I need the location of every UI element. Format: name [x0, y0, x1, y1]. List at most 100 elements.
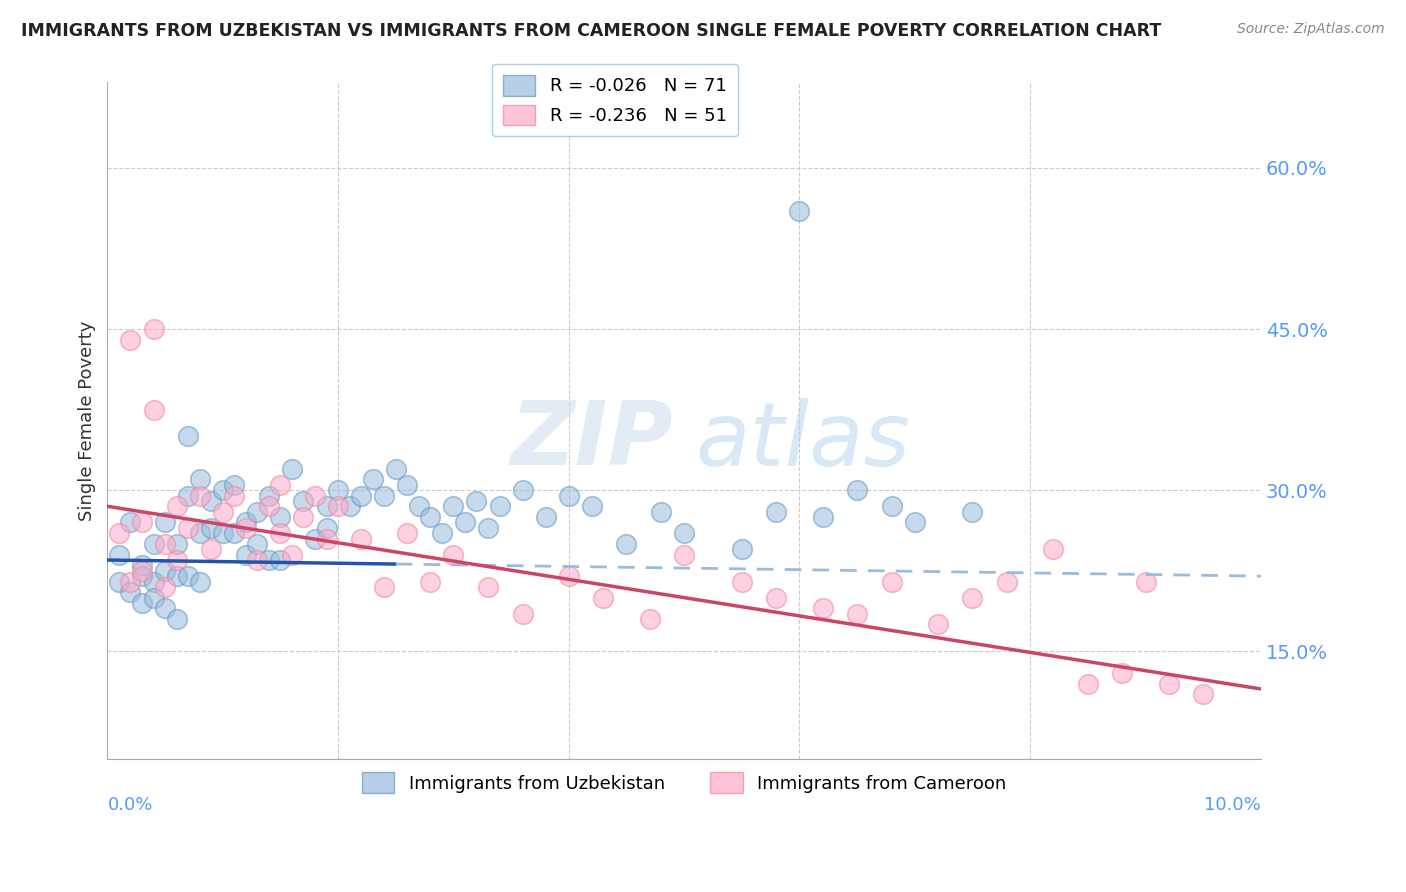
Point: [419, 510, 441, 524]
Point: [315, 532, 337, 546]
Point: [373, 580, 395, 594]
Point: [257, 489, 280, 503]
Point: [211, 505, 233, 519]
Point: [650, 505, 672, 519]
Point: [269, 526, 291, 541]
Point: [281, 461, 304, 475]
Point: [326, 483, 349, 498]
Point: [673, 548, 696, 562]
Point: [592, 591, 614, 605]
Point: [396, 526, 419, 541]
Point: [131, 558, 153, 573]
Point: [350, 532, 373, 546]
Point: [177, 521, 200, 535]
Point: [166, 553, 188, 567]
Point: [292, 494, 315, 508]
Point: [962, 505, 984, 519]
Point: [224, 526, 246, 541]
Point: [177, 569, 200, 583]
Point: [558, 489, 581, 503]
Point: [789, 203, 811, 218]
Y-axis label: Single Female Poverty: Single Female Poverty: [79, 320, 96, 521]
Point: [430, 526, 453, 541]
Point: [246, 553, 269, 567]
Point: [177, 489, 200, 503]
Point: [131, 569, 153, 583]
Point: [188, 489, 211, 503]
Point: [281, 548, 304, 562]
Point: [408, 500, 430, 514]
Point: [235, 548, 257, 562]
Point: [166, 500, 188, 514]
Point: [673, 526, 696, 541]
Point: [269, 553, 291, 567]
Point: [1042, 542, 1064, 557]
Point: [846, 607, 869, 621]
Point: [765, 591, 787, 605]
Point: [131, 564, 153, 578]
Point: [1192, 687, 1215, 701]
Point: [962, 591, 984, 605]
Text: IMMIGRANTS FROM UZBEKISTAN VS IMMIGRANTS FROM CAMEROON SINGLE FEMALE POVERTY COR: IMMIGRANTS FROM UZBEKISTAN VS IMMIGRANTS…: [21, 22, 1161, 40]
Point: [304, 489, 326, 503]
Point: [373, 489, 395, 503]
Text: ZIP: ZIP: [510, 397, 672, 484]
Point: [235, 521, 257, 535]
Point: [616, 537, 638, 551]
Point: [419, 574, 441, 589]
Point: [200, 494, 222, 508]
Point: [361, 472, 384, 486]
Point: [512, 483, 534, 498]
Point: [350, 489, 373, 503]
Point: [558, 569, 581, 583]
Point: [315, 521, 337, 535]
Point: [257, 553, 280, 567]
Point: [142, 591, 165, 605]
Point: [200, 542, 222, 557]
Legend: Immigrants from Uzbekistan, Immigrants from Cameroon: Immigrants from Uzbekistan, Immigrants f…: [354, 765, 1014, 800]
Point: [581, 500, 603, 514]
Point: [811, 601, 834, 615]
Point: [153, 601, 176, 615]
Point: [120, 333, 142, 347]
Point: [177, 429, 200, 443]
Point: [765, 505, 787, 519]
Point: [880, 500, 903, 514]
Text: 10.0%: 10.0%: [1204, 796, 1261, 814]
Point: [211, 526, 233, 541]
Point: [200, 521, 222, 535]
Point: [246, 537, 269, 551]
Point: [384, 461, 406, 475]
Point: [638, 612, 661, 626]
Point: [120, 574, 142, 589]
Point: [131, 516, 153, 530]
Point: [1157, 676, 1180, 690]
Point: [465, 494, 488, 508]
Point: [235, 516, 257, 530]
Point: [142, 537, 165, 551]
Point: [441, 500, 464, 514]
Point: [339, 500, 361, 514]
Point: [927, 617, 949, 632]
Text: Source: ZipAtlas.com: Source: ZipAtlas.com: [1237, 22, 1385, 37]
Point: [108, 574, 131, 589]
Point: [188, 574, 211, 589]
Point: [108, 548, 131, 562]
Text: atlas: atlas: [696, 398, 911, 483]
Point: [441, 548, 464, 562]
Point: [315, 500, 337, 514]
Point: [304, 532, 326, 546]
Point: [396, 478, 419, 492]
Point: [1135, 574, 1157, 589]
Point: [880, 574, 903, 589]
Point: [269, 510, 291, 524]
Point: [166, 569, 188, 583]
Point: [120, 516, 142, 530]
Point: [188, 472, 211, 486]
Point: [904, 516, 927, 530]
Point: [534, 510, 557, 524]
Point: [477, 521, 499, 535]
Point: [1111, 665, 1133, 680]
Point: [142, 402, 165, 417]
Point: [257, 500, 280, 514]
